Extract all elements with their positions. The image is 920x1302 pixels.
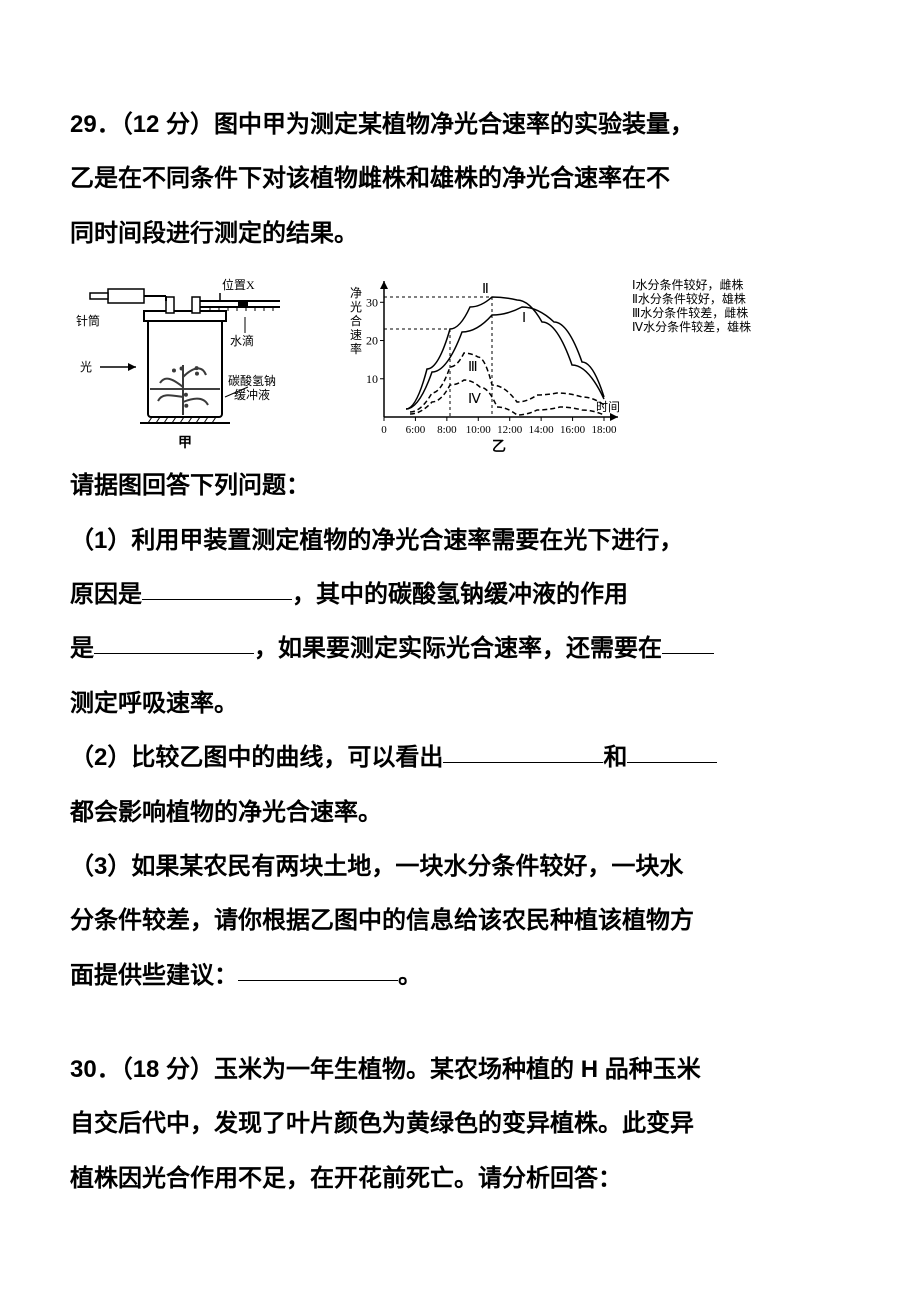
blank-3 [662,630,714,654]
q29-header-line1: 29．（12 分）图中甲为测定某植物净光合速率的实验装量， [70,100,850,150]
svg-text:Ⅱ: Ⅱ [482,282,489,297]
svg-text:Ⅳ水分条件较差，雄株: Ⅳ水分条件较差，雄株 [632,319,751,334]
q29-p2-pre: （2）比较乙图中的曲线，可以看出 [70,744,443,771]
svg-text:水滴: 水滴 [230,333,254,348]
svg-text:Ⅰ: Ⅰ [522,311,526,326]
q29-header-line2: 乙是在不同条件下对该植物雌株和雄株的净光合速率在不 [70,154,850,204]
blank-2 [94,630,254,654]
q29-p2-mid: 和 [603,744,627,771]
svg-text:18:00: 18:00 [591,424,617,436]
q29-p3-line1: （3）如果某农民有两块土地，一块水分条件较好，一块水 [70,842,850,892]
q29-prompt: 请据图回答下列问题： [70,461,850,511]
svg-text:缓冲液: 缓冲液 [234,387,270,402]
q29-p1-b-pre: 原因是 [70,581,142,608]
q29-p3-line2: 分条件较差，请你根据乙图中的信息给该农民种植该植物方 [70,896,850,946]
svg-text:16:00: 16:00 [560,424,586,436]
svg-text:合: 合 [350,313,362,328]
q29-p1-line1: （1）利用甲装置测定植物的净光合速率需要在光下进行， [70,516,850,566]
svg-text:位置X: 位置X [222,277,255,292]
svg-text:Ⅱ水分条件较好，雄株: Ⅱ水分条件较好，雄株 [632,291,746,306]
svg-text:率: 率 [350,341,362,356]
apparatus-diagram: 位置X 针筒水滴光碳酸氢钠缓冲液甲 [70,267,320,457]
svg-text:10:00: 10:00 [466,424,492,436]
q29-p1-line3: 是 ，如果要测定实际光合速率，还需要在 [70,624,850,674]
svg-text:净: 净 [350,286,362,300]
svg-text:Ⅲ: Ⅲ [468,360,478,375]
svg-text:0: 0 [381,424,387,436]
svg-text:Ⅳ: Ⅳ [468,392,481,407]
q29-p3-c-end: 。 [398,962,422,989]
svg-text:30: 30 [366,295,378,309]
blank-6 [238,957,398,981]
svg-text:Ⅰ水分条件较好，雌株: Ⅰ水分条件较好，雌株 [632,277,744,292]
svg-text:光: 光 [350,300,362,314]
q29-header-line3: 同时间段进行测定的结果。 [70,209,850,259]
q29-p1-b-mid: ，其中的碳酸氢钠缓冲液的作用 [292,581,628,608]
svg-text:速: 速 [350,328,362,342]
svg-text:10: 10 [366,372,378,386]
q30-line2: 自交后代中，发现了叶片颜色为黄绿色的变异植株。此变异 [70,1099,850,1149]
blank-4 [443,739,603,763]
q29-p1-c-mid: ，如果要测定实际光合速率，还需要在 [254,635,662,662]
q29-p1-line2: 原因是 ，其中的碳酸氢钠缓冲液的作用 [70,570,850,620]
svg-text:时间: 时间 [596,400,620,414]
svg-text:14:00: 14:00 [529,424,555,436]
svg-text:碳酸氢钠: 碳酸氢钠 [228,373,276,388]
q30-line1: 30．（18 分）玉米为一年生植物。某农场种植的 H 品种玉米 [70,1045,850,1095]
svg-text:12:00: 12:00 [497,424,523,436]
blank-5 [627,739,717,763]
q29-p1-c-pre: 是 [70,635,94,662]
svg-text:针筒: 针筒 [76,313,100,328]
q29-p1-line4: 测定呼吸速率。 [70,679,850,729]
q29-p3-line3: 面提供些建议： 。 [70,951,850,1001]
svg-text:8:00: 8:00 [437,424,457,436]
net-photosynthesis-chart: 10 20 30 0 6:00 8:00 10:00 12:00 14:00 16:00 18:00… [332,267,802,457]
figure-row: 位置X针筒水滴光碳酸氢钠缓冲液甲 10203006:008:0010:0012:… [70,267,850,457]
svg-text:甲: 甲 [178,435,192,451]
svg-text:光: 光 [80,360,92,374]
q29-p3-c-pre: 面提供些建议： [70,962,238,989]
svg-text:Ⅲ水分条件较差，雌株: Ⅲ水分条件较差，雌株 [632,305,748,320]
blank-1 [142,576,292,600]
svg-text:6:00: 6:00 [406,424,426,436]
q29-p2-line2: 都会影响植物的净光合速率。 [70,788,850,838]
q30-line3: 植株因光合作用不足，在开花前死亡。请分析回答： [70,1154,850,1204]
svg-text:乙: 乙 [492,439,506,455]
svg-text:20: 20 [366,334,378,348]
q29-p2-line1: （2）比较乙图中的曲线，可以看出 和 [70,733,850,783]
